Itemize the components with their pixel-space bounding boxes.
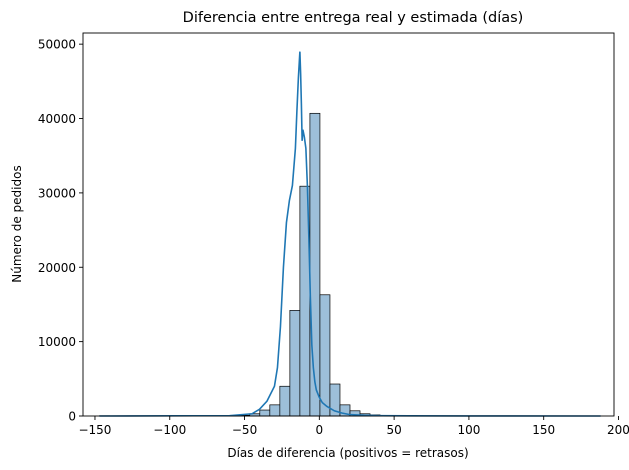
kde-curve (99, 51, 601, 417)
x-tick-label: 100 (457, 423, 480, 437)
histogram-bar (319, 294, 331, 417)
x-tick-label: −50 (232, 423, 257, 437)
x-tick-label: 150 (532, 423, 555, 437)
y-tick-label: 10000 (38, 335, 76, 349)
x-tick-label: −150 (78, 423, 111, 437)
y-tick-label: 20000 (38, 261, 76, 275)
x-tick-label: 200 (607, 423, 629, 437)
y-tick-label: 30000 (38, 186, 76, 200)
x-axis-label: Días de diferencia (positivos = retrasos… (227, 446, 468, 460)
y-axis-ticks: 0 10000 20000 30000 40000 50000 (38, 38, 83, 424)
y-tick-label: 40000 (38, 112, 76, 126)
x-tick-label: −100 (153, 423, 186, 437)
x-tick-label: 0 (316, 423, 324, 437)
x-axis-ticks: −150 −100 −50 0 50 100 150 200 (78, 416, 629, 437)
histogram-bar (289, 310, 301, 417)
y-axis-label: Número de pedidos (10, 165, 24, 282)
histogram-bar (269, 404, 281, 417)
chart-title: Diferencia entre entrega real y estimada… (183, 10, 524, 26)
plot-frame (82, 32, 615, 417)
y-tick-label: 50000 (38, 38, 76, 52)
histogram-bars (99, 112, 601, 417)
x-tick-label: 50 (386, 423, 401, 437)
histogram-bar (309, 112, 321, 417)
y-tick-label: 0 (68, 410, 76, 424)
histogram-bar (279, 385, 291, 417)
histogram-bar (259, 409, 271, 417)
